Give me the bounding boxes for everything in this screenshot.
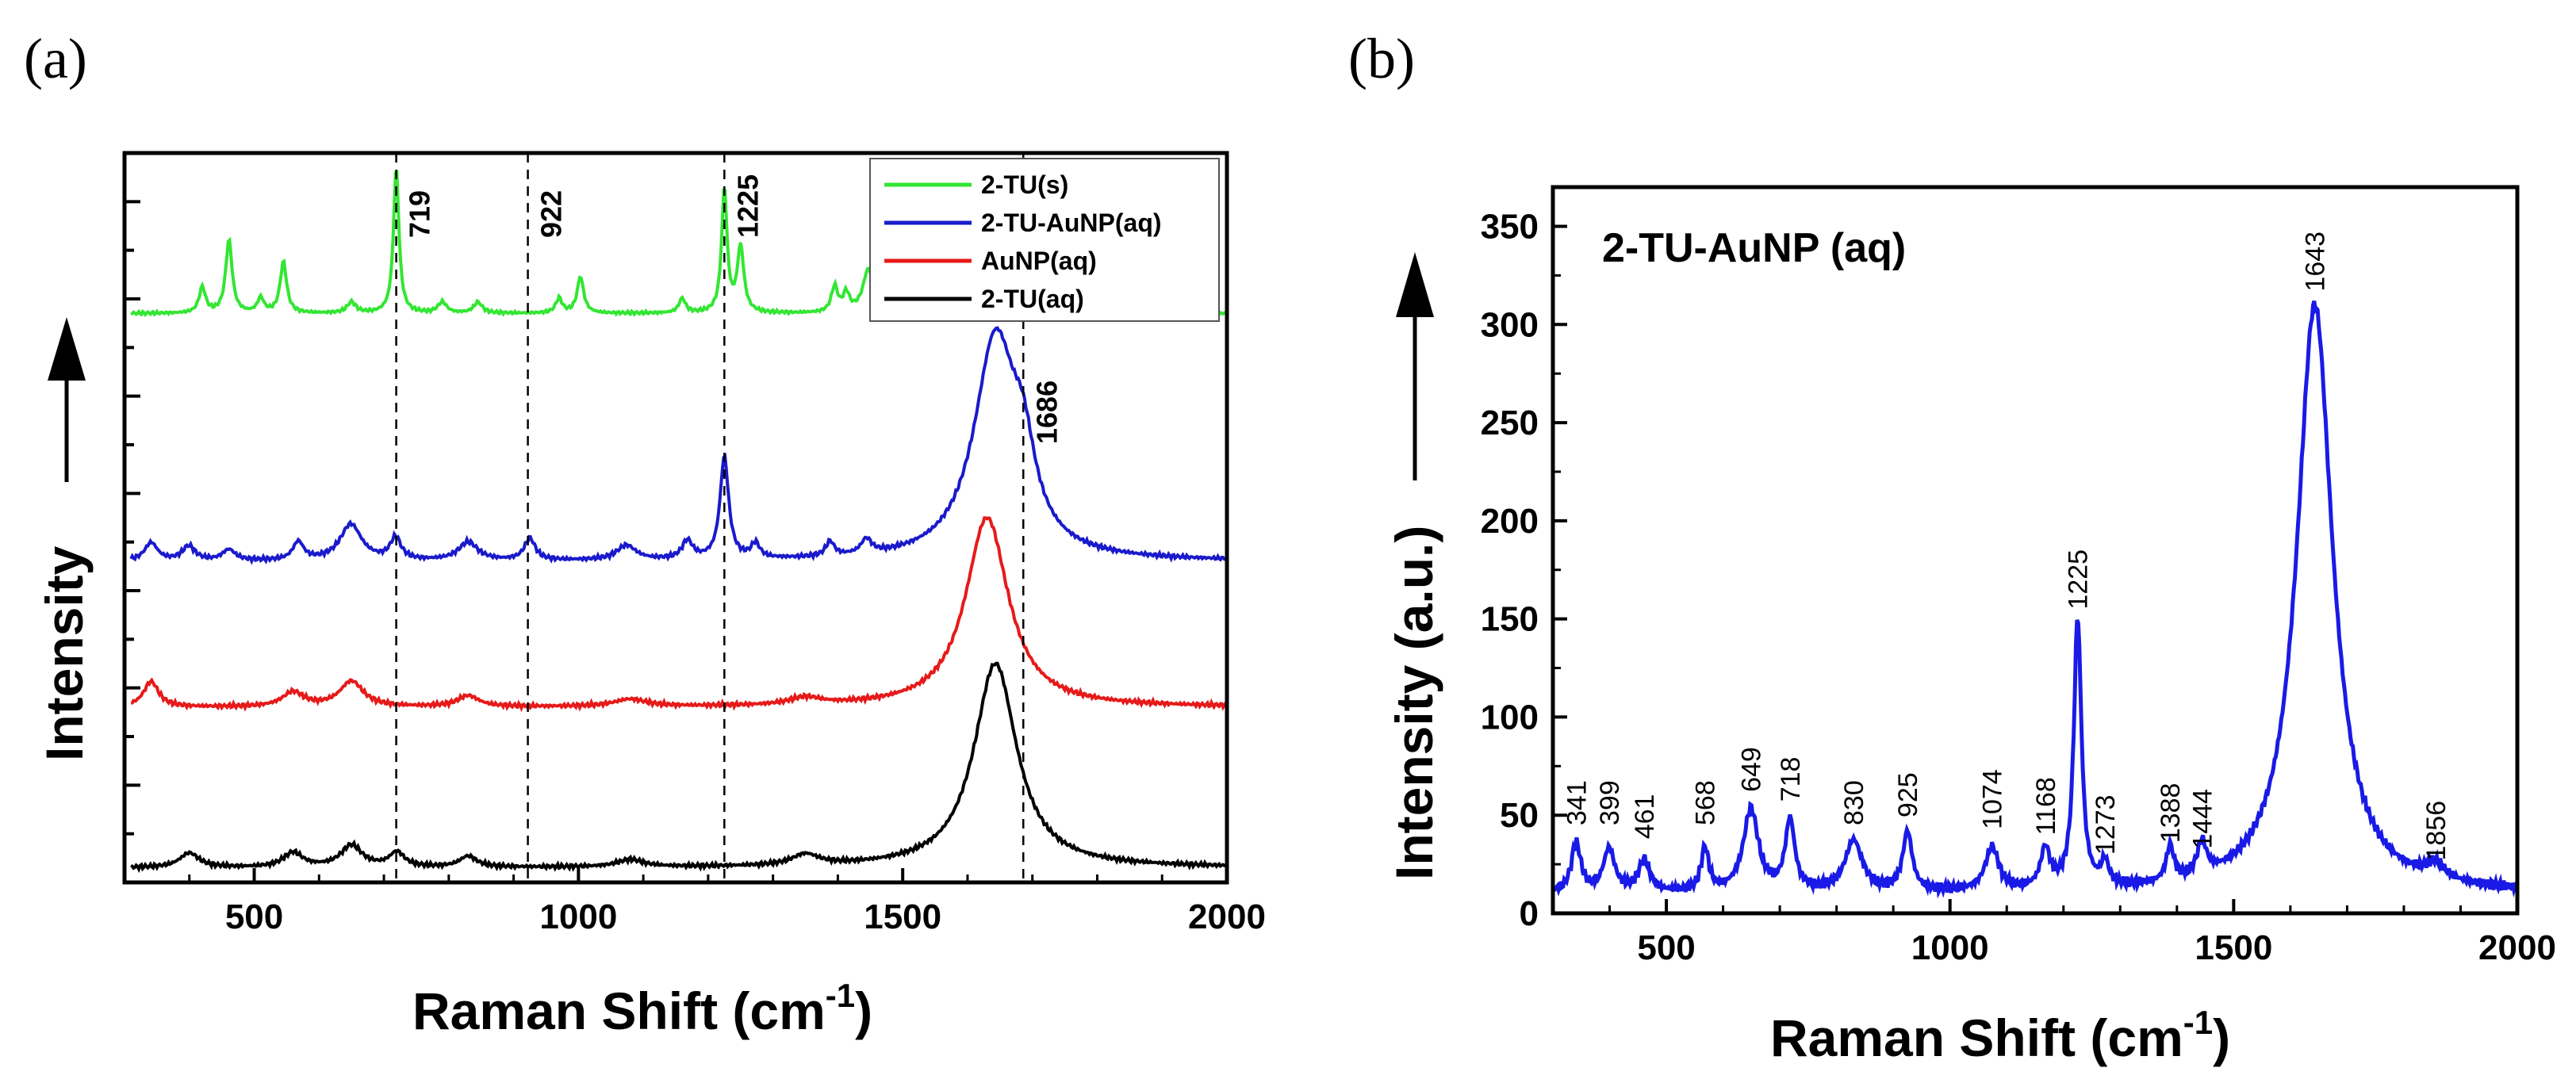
x-tick-label-500: 500 <box>1637 928 1695 967</box>
legend-label-2-TU(s): 2-TU(s) <box>981 170 1068 199</box>
legend-label-AuNP(aq): AuNP(aq) <box>981 247 1097 275</box>
panel-b-y-arrow-head <box>1396 252 1434 317</box>
y-tick-label-350: 350 <box>1481 208 1539 247</box>
reference-label-922: 922 <box>535 190 568 238</box>
panel-b-ticks: 500 1000 1500 2000 0 50 100 150 200 250 300 350 <box>1481 208 2556 967</box>
panel-a-plot-frame <box>122 151 1229 885</box>
panel-a-x-axis-title: Raman Shift (cm-1) <box>412 977 872 1040</box>
peak-label-1168: 1168 <box>2031 777 2061 835</box>
peak-label-1225: 1225 <box>2064 549 2094 610</box>
peak-label-1444: 1444 <box>2187 789 2218 849</box>
peak-label-399: 399 <box>1595 780 1625 825</box>
peak-label-341: 341 <box>1562 780 1592 825</box>
panel-b-peak-labels: 341 399 461 568 649 718 830 925 1074 1168 1225 1273… <box>1562 232 2451 861</box>
y-tick-label-300: 300 <box>1481 305 1539 344</box>
x-tick-label-1000: 1000 <box>1911 928 1989 967</box>
reference-label-1686: 1686 <box>1030 381 1063 444</box>
panel-b-label: (b) <box>1348 27 1415 90</box>
panel-b-title: 2-TU-AuNP (aq) <box>1602 225 1906 271</box>
x-tick-label-1500: 1500 <box>864 897 941 936</box>
x-tick-label-1000: 1000 <box>539 897 617 936</box>
legend-label-2-TU(aq): 2-TU(aq) <box>981 285 1084 313</box>
y-tick-label-150: 150 <box>1481 600 1539 639</box>
panel-a-ticks: 500 1000 1500 2000 <box>125 200 1266 936</box>
y-tick-label-250: 250 <box>1481 404 1539 442</box>
series-line-AuNP(aq) <box>131 516 1229 712</box>
peak-label-718: 718 <box>1776 757 1806 802</box>
peak-label-568: 568 <box>1691 780 1721 825</box>
series-line-2-TU-AuNP (aq) <box>1551 300 2520 899</box>
panel-a-reference-lines: 719 922 1225 1686 <box>395 153 1063 882</box>
x-tick-label-1500: 1500 <box>2195 928 2272 967</box>
panel-a-legend: 2-TU(s) 2-TU-AuNP(aq) AuNP(aq) 2-TU(aq) <box>869 158 1220 322</box>
peak-label-461: 461 <box>1630 794 1660 840</box>
peak-label-925: 925 <box>1893 772 1923 817</box>
peak-label-1643: 1643 <box>2301 232 2331 292</box>
panel-a-label: (a) <box>24 27 87 90</box>
panel-a: (a) 719 922 1225 1686 500 1000 1500 2000 2-TU(… <box>24 27 1266 1040</box>
legend-label-2-TU-AuNP(aq): 2-TU-AuNP(aq) <box>981 209 1162 237</box>
panel-a-y-axis-title: Intensity <box>35 545 94 761</box>
y-tick-label-50: 50 <box>1500 796 1539 835</box>
peak-label-830: 830 <box>1839 780 1869 825</box>
series-line-2-TU-AuNP(aq) <box>129 326 1229 565</box>
peak-label-649: 649 <box>1737 747 1767 792</box>
x-tick-label-500: 500 <box>225 897 283 936</box>
panel-b-x-axis-title: Raman Shift (cm-1) <box>1770 1004 2230 1067</box>
y-tick-label-0: 0 <box>1520 894 1539 933</box>
panel-b-y-axis-title: Intensity (a.u.) <box>1385 526 1443 880</box>
peak-label-1074: 1074 <box>1978 769 2008 829</box>
x-tick-label-2000: 2000 <box>1188 897 1266 936</box>
panel-b: (b) 500 1000 1500 2000 0 50 100 150 200 250 300 350… <box>1348 27 2556 1067</box>
panel-b-plot-frame <box>1551 185 2520 916</box>
y-tick-label-100: 100 <box>1481 698 1539 737</box>
x-tick-label-2000: 2000 <box>2478 928 2556 967</box>
reference-label-1225: 1225 <box>731 174 764 238</box>
peak-label-1273: 1273 <box>2091 794 2121 855</box>
panel-b-curves <box>1551 300 2520 899</box>
panel-a-y-arrow-head <box>48 317 86 381</box>
series-line-2-TU(aq) <box>130 661 1228 874</box>
reference-label-719: 719 <box>404 190 436 238</box>
peak-label-1856: 1856 <box>2421 801 2451 861</box>
peak-label-1388: 1388 <box>2156 783 2186 844</box>
y-tick-label-200: 200 <box>1481 502 1539 541</box>
